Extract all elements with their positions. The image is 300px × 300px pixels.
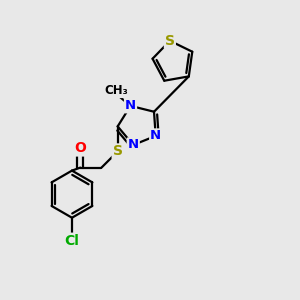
Text: S: S — [113, 144, 123, 158]
Text: N: N — [150, 129, 161, 142]
Text: CH₃: CH₃ — [104, 84, 128, 97]
Text: N: N — [125, 99, 136, 112]
Text: Cl: Cl — [64, 234, 80, 248]
Text: N: N — [128, 139, 139, 152]
Text: O: O — [74, 142, 86, 155]
Text: S: S — [165, 34, 175, 48]
